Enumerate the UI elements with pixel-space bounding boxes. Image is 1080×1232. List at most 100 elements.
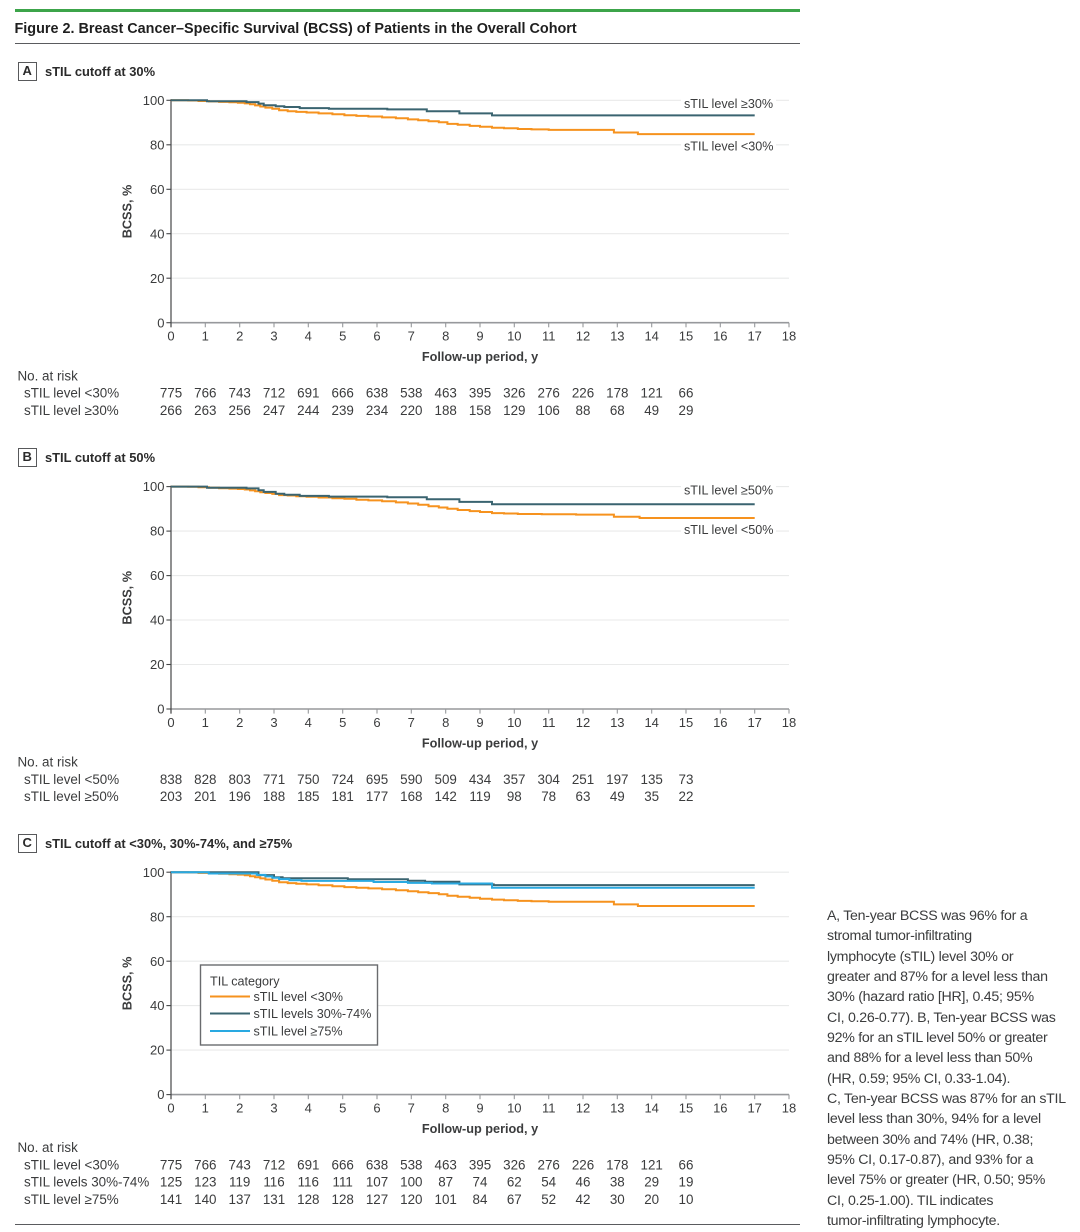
svg-text:100: 100 <box>143 93 165 108</box>
svg-text:18: 18 <box>782 329 796 344</box>
svg-text:13: 13 <box>610 329 624 344</box>
svg-text:BCSS, %: BCSS, % <box>121 185 135 239</box>
svg-text:13: 13 <box>610 1100 624 1115</box>
svg-text:666: 666 <box>332 1158 354 1173</box>
svg-text:775: 775 <box>160 1158 182 1173</box>
svg-text:sTIL level ≥75%: sTIL level ≥75% <box>254 1025 343 1039</box>
svg-text:538: 538 <box>400 386 422 401</box>
svg-text:40: 40 <box>150 998 164 1013</box>
svg-text:100: 100 <box>400 1175 422 1190</box>
svg-text:sTIL level <50%: sTIL level <50% <box>684 523 773 537</box>
svg-text:1: 1 <box>202 329 209 344</box>
svg-text:16: 16 <box>713 715 727 730</box>
svg-text:724: 724 <box>332 772 355 787</box>
svg-text:4: 4 <box>305 329 312 344</box>
svg-text:0: 0 <box>167 715 174 730</box>
svg-text:40: 40 <box>150 226 164 241</box>
svg-text:3: 3 <box>270 1100 277 1115</box>
svg-text:137: 137 <box>229 1192 251 1207</box>
svg-text:712: 712 <box>263 1158 285 1173</box>
svg-text:16: 16 <box>713 1100 727 1115</box>
svg-text:247: 247 <box>263 403 285 418</box>
svg-text:8: 8 <box>442 329 449 344</box>
svg-text:691: 691 <box>297 1158 319 1173</box>
svg-text:263: 263 <box>194 403 216 418</box>
svg-text:60: 60 <box>150 954 164 969</box>
svg-text:766: 766 <box>194 1158 216 1173</box>
svg-text:695: 695 <box>366 772 388 787</box>
svg-text:6: 6 <box>373 715 380 730</box>
svg-text:666: 666 <box>332 386 354 401</box>
svg-text:Follow-up period, y: Follow-up period, y <box>422 1122 538 1136</box>
svg-text:10: 10 <box>507 329 521 344</box>
svg-text:0: 0 <box>157 702 164 717</box>
svg-text:63: 63 <box>576 789 591 804</box>
svg-text:234: 234 <box>366 403 389 418</box>
svg-text:100: 100 <box>143 865 165 880</box>
svg-text:239: 239 <box>332 403 354 418</box>
svg-text:127: 127 <box>366 1192 388 1207</box>
svg-text:18: 18 <box>782 715 796 730</box>
svg-text:509: 509 <box>435 772 457 787</box>
svg-text:10: 10 <box>507 1100 521 1115</box>
svg-text:80: 80 <box>150 524 164 539</box>
svg-text:18: 18 <box>782 1100 796 1115</box>
svg-text:73: 73 <box>679 772 694 787</box>
svg-text:2: 2 <box>236 1100 243 1115</box>
svg-text:12: 12 <box>576 715 590 730</box>
svg-text:326: 326 <box>503 1158 525 1173</box>
svg-text:121: 121 <box>641 1158 663 1173</box>
svg-text:84: 84 <box>473 1192 488 1207</box>
svg-text:20: 20 <box>150 1043 164 1058</box>
svg-text:538: 538 <box>400 1158 422 1173</box>
svg-text:sTIL level <30%: sTIL level <30% <box>24 386 119 401</box>
svg-text:80: 80 <box>150 909 164 924</box>
svg-text:803: 803 <box>229 772 251 787</box>
svg-text:712: 712 <box>263 386 285 401</box>
svg-text:111: 111 <box>333 1175 353 1190</box>
svg-text:197: 197 <box>606 772 628 787</box>
svg-text:142: 142 <box>435 789 457 804</box>
svg-text:68: 68 <box>610 403 625 418</box>
svg-text:168: 168 <box>400 789 422 804</box>
svg-text:87: 87 <box>438 1175 453 1190</box>
svg-text:5: 5 <box>339 329 346 344</box>
svg-text:129: 129 <box>503 403 525 418</box>
svg-text:131: 131 <box>263 1192 285 1207</box>
svg-text:14: 14 <box>644 329 658 344</box>
svg-text:78: 78 <box>541 789 556 804</box>
svg-text:49: 49 <box>644 403 659 418</box>
svg-text:sTIL levels 30%-74%: sTIL levels 30%-74% <box>254 1007 372 1021</box>
svg-text:15: 15 <box>679 715 693 730</box>
svg-text:sTIL level <50%: sTIL level <50% <box>24 772 119 787</box>
svg-text:177: 177 <box>366 789 388 804</box>
svg-text:66: 66 <box>679 386 694 401</box>
svg-text:838: 838 <box>160 772 182 787</box>
svg-text:11: 11 <box>542 715 556 730</box>
svg-text:sTIL level <30%: sTIL level <30% <box>24 1158 119 1173</box>
svg-text:16: 16 <box>713 329 727 344</box>
svg-text:60: 60 <box>150 568 164 583</box>
svg-text:98: 98 <box>507 789 522 804</box>
svg-text:828: 828 <box>194 772 216 787</box>
svg-text:201: 201 <box>194 789 216 804</box>
svg-text:226: 226 <box>572 386 594 401</box>
svg-text:54: 54 <box>541 1175 556 1190</box>
svg-text:116: 116 <box>263 1175 284 1190</box>
svg-text:638: 638 <box>366 1158 388 1173</box>
svg-text:Follow-up period, y: Follow-up period, y <box>422 736 538 750</box>
svg-text:4: 4 <box>305 1100 312 1115</box>
svg-text:sTIL level ≥30%: sTIL level ≥30% <box>24 403 119 418</box>
svg-text:20: 20 <box>644 1192 659 1207</box>
svg-text:9: 9 <box>476 329 483 344</box>
svg-text:203: 203 <box>160 789 182 804</box>
svg-text:3: 3 <box>270 329 277 344</box>
svg-text:326: 326 <box>503 386 525 401</box>
svg-text:sTIL level <30%: sTIL level <30% <box>254 990 343 1004</box>
svg-text:35: 35 <box>644 789 659 804</box>
svg-text:2: 2 <box>236 715 243 730</box>
svg-text:74: 74 <box>473 1175 488 1190</box>
svg-text:304: 304 <box>538 772 561 787</box>
svg-text:251: 251 <box>572 772 594 787</box>
svg-text:128: 128 <box>297 1192 319 1207</box>
